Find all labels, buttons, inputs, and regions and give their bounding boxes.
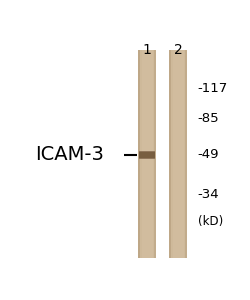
Bar — [138, 152, 155, 158]
Bar — [138, 151, 155, 159]
Bar — [154, 50, 156, 258]
Bar — [168, 50, 170, 258]
Bar — [172, 50, 183, 258]
Text: ICAM-3: ICAM-3 — [35, 145, 104, 164]
Bar — [184, 50, 187, 258]
Text: 2: 2 — [173, 43, 182, 57]
Bar — [137, 50, 156, 258]
Text: (kD): (kD) — [197, 215, 222, 228]
Text: -34: -34 — [197, 188, 218, 201]
Text: -85: -85 — [197, 112, 218, 125]
Bar — [168, 50, 187, 258]
Bar — [137, 50, 140, 258]
Bar — [141, 50, 152, 258]
Text: -49: -49 — [197, 148, 218, 161]
Text: -117: -117 — [197, 82, 227, 95]
Text: 1: 1 — [142, 43, 151, 57]
